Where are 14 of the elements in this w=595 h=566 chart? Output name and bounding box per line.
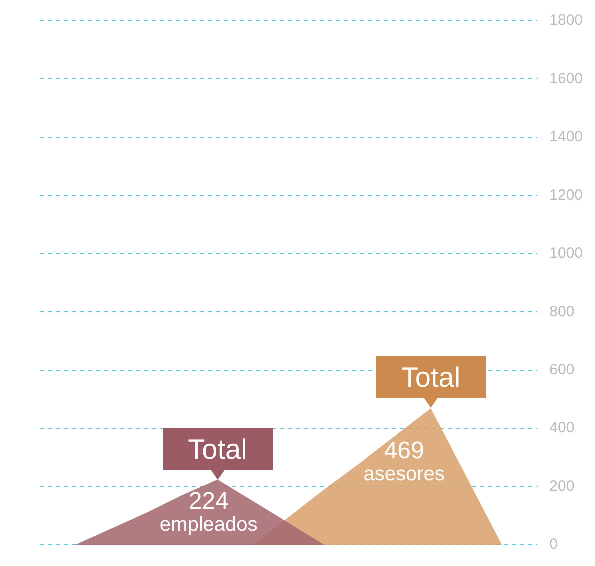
y-tick-label: 1800 bbox=[550, 12, 584, 30]
y-tick-label: 800 bbox=[550, 303, 575, 320]
y-tick-label: 1200 bbox=[550, 186, 584, 204]
y-tick-label: 600 bbox=[550, 361, 575, 378]
y-tick-label: 1400 bbox=[550, 128, 584, 146]
annotation: Total bbox=[162, 428, 273, 470]
annotation: Total bbox=[376, 356, 486, 398]
data-label: 469 asesores bbox=[364, 437, 445, 486]
data-label: 224 empleados bbox=[160, 488, 258, 536]
y-tick-label: 1600 bbox=[550, 70, 584, 88]
y-tick-label: 1000 bbox=[550, 245, 584, 262]
y-tick-label: 400 bbox=[550, 420, 575, 437]
y-tick-label: 0 bbox=[550, 536, 558, 554]
y-tick-label: 200 bbox=[550, 478, 575, 495]
